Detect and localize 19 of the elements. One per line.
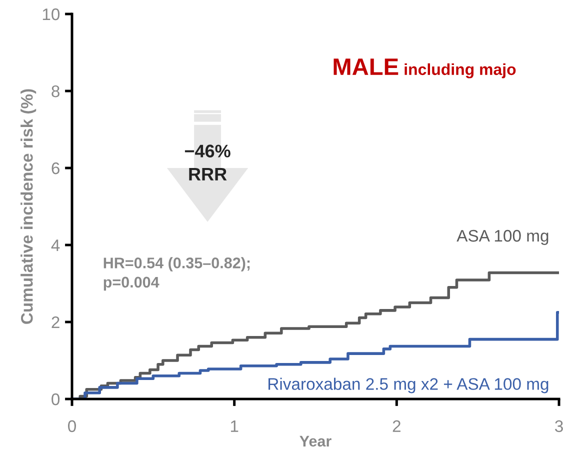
series-label: Rivaroxaban 2.5 mg x2 + ASA 100 mg	[268, 378, 548, 394]
y-axis-title: Cumulative incidence risk (%)	[20, 89, 36, 324]
y-tick-label: 6	[52, 162, 60, 174]
annotation: p=0.004	[104, 276, 160, 291]
y-tick-label: 10	[42, 8, 60, 20]
y-tick-label: 8	[52, 85, 60, 98]
annotation: RRR	[189, 168, 227, 180]
x-tick-label: 1	[230, 420, 238, 432]
x-tick-label: 0	[68, 420, 76, 432]
y-tick-label: 2	[52, 316, 60, 328]
series-label: ASA 100 mg	[456, 230, 548, 245]
x-tick-label: 3	[555, 420, 563, 432]
text: MALE including majo	[334, 58, 516, 78]
y-tick-label: 0	[52, 393, 60, 406]
x-axis-title: Year	[300, 436, 332, 447]
annotation: −46%	[184, 144, 230, 158]
annotation: HR=0.54 (0.35–0.82);	[104, 257, 250, 272]
x-tick-label: 2	[392, 420, 400, 432]
y-tick-label: 4	[51, 240, 60, 252]
